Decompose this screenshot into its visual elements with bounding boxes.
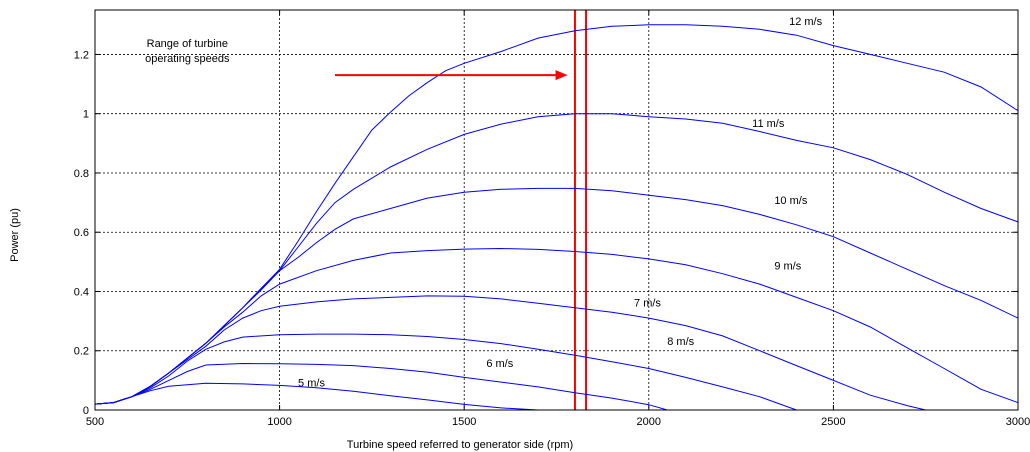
arrow-head <box>555 70 568 81</box>
annotation-line: Range of turbine <box>147 38 228 50</box>
series-line-8-m-s <box>94 295 926 411</box>
series-label: 12 m/s <box>789 16 823 28</box>
series-label: 10 m/s <box>774 195 808 207</box>
y-tick-label: 0.8 <box>74 168 89 180</box>
grid <box>94 10 1019 411</box>
x-tick-label: 1000 <box>267 416 291 428</box>
series-line-10-m-s <box>94 187 1019 405</box>
series-labels: 5 m/s 6 m/s 7 m/s 8 m/s 9 m/s 10 m/s 11 m/s 12 … <box>298 16 823 389</box>
series-line-7-m-s <box>94 333 797 411</box>
axes <box>94 9 1019 411</box>
x-tick-label: 2500 <box>821 416 845 428</box>
y-tick-label: 1.2 <box>74 49 89 61</box>
series-line-6-m-s <box>94 362 668 411</box>
y-tick-label: 0.4 <box>74 286 89 298</box>
series-line-9-m-s <box>94 247 1019 405</box>
y-tick-label: 0 <box>83 405 89 417</box>
annotation-text: Range of turbine operating speeds <box>145 38 230 65</box>
y-tick-label: 0.2 <box>74 346 89 358</box>
series-label: 5 m/s <box>298 377 325 389</box>
x-tick-label: 3000 <box>1006 416 1030 428</box>
series-lines <box>94 24 1019 411</box>
series-line-11-m-s <box>94 113 1019 405</box>
tick-labels: 500 1000 1500 2000 2500 3000 0 0.2 0.4 0.6 0.8 1 1.2 <box>74 49 1030 428</box>
y-tick-label: 1 <box>83 109 89 121</box>
annotation-line: operating speeds <box>145 53 230 65</box>
x-tick-label: 500 <box>86 416 104 428</box>
x-tick-label: 2000 <box>637 416 661 428</box>
annotations: Range of turbine operating speeds <box>145 38 568 81</box>
series-label: 8 m/s <box>667 336 694 348</box>
plot-area-frame <box>94 9 1019 411</box>
y-axis-label: Power (pu) <box>9 208 21 262</box>
operating-range-marker <box>573 10 588 410</box>
x-axis-label: Turbine speed referred to generator side… <box>347 439 573 451</box>
x-tick-label: 1500 <box>452 416 476 428</box>
series-label: 9 m/s <box>774 260 801 272</box>
series-label: 7 m/s <box>634 297 661 309</box>
series-label: 6 m/s <box>486 358 513 370</box>
series-line-12-m-s <box>94 24 1019 405</box>
y-tick-label: 0.6 <box>74 227 89 239</box>
series-label: 11 m/s <box>752 118 785 130</box>
